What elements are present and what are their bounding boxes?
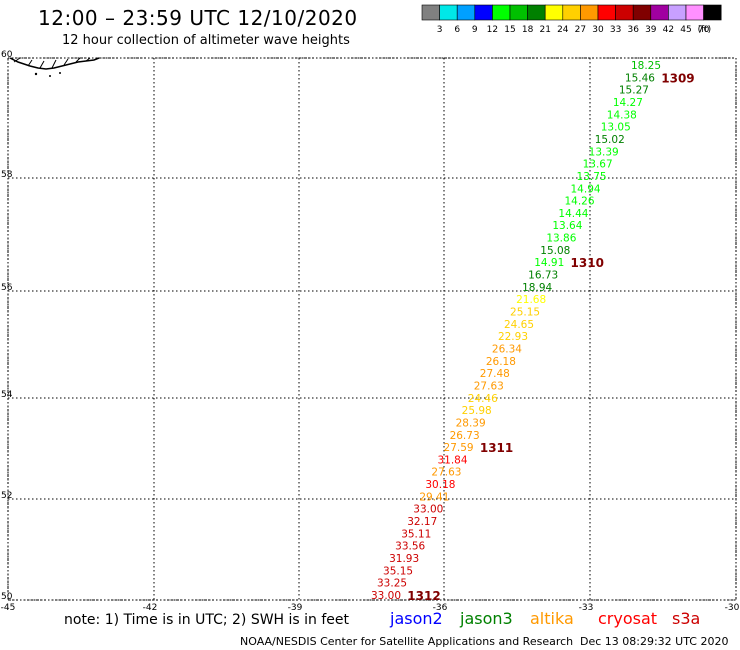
legend-tick-label: 21 (539, 25, 550, 35)
wave-height-label: 15.46 (625, 72, 655, 84)
wave-height-label: 27.48 (480, 368, 510, 380)
wave-height-label: 33.00 (413, 504, 443, 516)
legend-swatch (703, 4, 722, 21)
legend-tick-label: 33 (610, 25, 621, 35)
pass-time-labels: 1309 1310 1311 1312 (407, 71, 694, 603)
footer-note: note: 1) Time is in UTC; 2) SWH is in fe… (64, 612, 350, 628)
lat-label: 60 (1, 50, 13, 60)
wave-height-label: 27.63 (431, 467, 461, 479)
wave-height-label: 24.46 (468, 393, 498, 405)
lon-label: -39 (288, 603, 303, 613)
wave-height-label: 13.39 (589, 146, 619, 158)
satellite-label: jason3 (460, 609, 513, 628)
wave-height-label: 28.39 (456, 417, 486, 429)
wave-height-label: 15.02 (595, 134, 625, 146)
legend-tick-label: 15 (504, 25, 515, 35)
legend-tick-label: 6 (454, 25, 460, 35)
wave-height-label: 26.34 (492, 343, 522, 355)
lon-label: -30 (725, 603, 740, 613)
wave-height-label: 32.17 (407, 516, 437, 528)
greenland-coastline (9, 57, 100, 77)
wave-height-label: 18.94 (522, 282, 552, 294)
wave-height-label: 33.00 (371, 590, 401, 602)
wave-height-label: 31.84 (437, 454, 467, 466)
pass-time-label: 1310 (571, 256, 604, 270)
lon-label: -36 (433, 603, 448, 613)
wave-height-label: 26.73 (450, 430, 480, 442)
lat-label: 58 (1, 170, 13, 180)
wave-height-label: 25.15 (510, 307, 540, 319)
wave-height-label: 15.27 (619, 85, 649, 97)
wave-height-label: 13.67 (583, 159, 613, 171)
wave-height-legend: 3 6 9 12 15 18 21 24 27 30 33 36 39 42 45 70(ft) (421, 4, 722, 35)
wave-height-label: 22.93 (498, 331, 528, 343)
wave-height-label: 16.73 (528, 270, 558, 282)
wave-height-label: 27.59 (444, 442, 474, 454)
wave-height-label: 14.38 (607, 109, 637, 121)
lat-label: 50 (1, 592, 13, 602)
lon-label: -42 (143, 603, 158, 613)
map-title: 12:00 – 23:59 UTC 12/10/2020 (38, 6, 358, 30)
wave-height-label: 27.63 (474, 380, 504, 392)
lon-label: -45 (1, 603, 16, 613)
wave-height-label: 14.27 (613, 97, 643, 109)
legend-tick-label: 9 (472, 25, 478, 35)
satellite-label: jason2 (390, 609, 443, 628)
legend-tick-label: 24 (557, 25, 569, 35)
lat-label: 52 (1, 491, 12, 501)
wave-height-label: 14.26 (564, 196, 594, 208)
legend-unit: (ft) (698, 25, 712, 35)
legend-tick-label: 27 (575, 25, 586, 35)
legend-tick-label: 36 (627, 25, 639, 35)
lon-label: -33 (579, 603, 594, 613)
wave-height-label: 18.25 (631, 60, 661, 72)
satellite-label: s3a (672, 609, 701, 628)
wave-height-label: 13.05 (601, 122, 631, 134)
credit-line: NOAA/NESDIS Center for Satellite Applica… (240, 635, 574, 648)
pass-time-label: 1312 (407, 589, 440, 603)
legend-tick-label: 12 (487, 25, 498, 35)
wave-height-label: 13.86 (546, 233, 576, 245)
legend-tick-label: 39 (645, 25, 657, 35)
generated-timestamp: Dec 13 08:29:32 UTC 2020 (580, 635, 729, 648)
wave-height-label: 24.65 (504, 319, 534, 331)
wave-height-label: 14.44 (558, 208, 588, 220)
satellite-label: cryosat (598, 609, 658, 628)
wave-height-label: 31.93 (389, 553, 419, 565)
legend-tick-label: 70 (698, 25, 710, 35)
legend-tick-label: 3 (437, 25, 443, 35)
legend-tick-label: 30 (592, 25, 604, 35)
lat-label: 54 (1, 390, 13, 400)
wave-height-label: 35.11 (401, 528, 431, 540)
wave-height-label: 35.15 (383, 565, 413, 577)
wave-height-label: 26.18 (486, 356, 516, 368)
map-subtitle: 12 hour collection of altimeter wave hei… (62, 33, 350, 48)
pass-time-label: 1311 (480, 441, 513, 455)
wave-height-label: 15.08 (540, 245, 570, 257)
wave-height-label: 21.68 (516, 294, 546, 306)
wave-height-label: 13.64 (552, 220, 582, 232)
wave-height-label: 29.41 (419, 491, 449, 503)
wave-height-label: 14.94 (571, 183, 601, 195)
wave-height-label: 33.56 (395, 541, 425, 553)
wave-height-label: 14.91 (534, 257, 564, 269)
legend-tick-label: 42 (663, 25, 674, 35)
lat-lon-grid: -45 -42 -39 -36 -33 -30 50 52 54 56 58 60 (1, 50, 740, 613)
wave-height-label: 33.25 (377, 578, 407, 590)
wave-height-label: 13.75 (577, 171, 607, 183)
wave-height-label: 25.98 (462, 405, 492, 417)
wave-height-label: 30.18 (425, 479, 455, 491)
pass-time-label: 1309 (661, 71, 694, 85)
lat-label: 56 (1, 283, 13, 293)
wave-track: 18.2515.4615.2714.2714.3813.0515.0213.39… (371, 60, 661, 602)
legend-tick-label: 45 (680, 25, 691, 35)
satellite-label: altika (530, 609, 574, 628)
legend-tick-label: 18 (522, 25, 534, 35)
